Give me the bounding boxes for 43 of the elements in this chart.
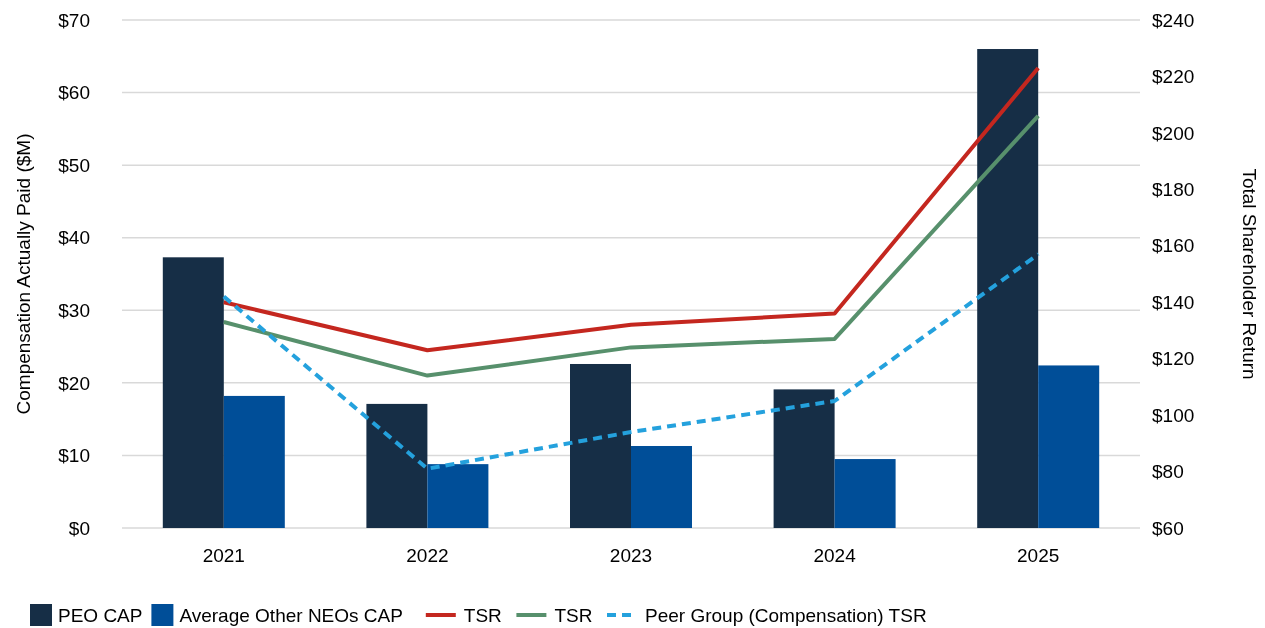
y-tick-label: $50 xyxy=(58,154,90,176)
legend-label: TSR xyxy=(463,605,502,626)
legend-label: Peer Group (Compensation) TSR xyxy=(645,605,927,626)
y-tick-label: $30 xyxy=(58,299,90,321)
y-tick-label: $40 xyxy=(58,227,90,249)
x-tick-label: 2021 xyxy=(202,545,245,566)
y-tick-label: $70 xyxy=(58,9,90,31)
x-tick-label: 2024 xyxy=(813,545,857,566)
y-tick-label: $0 xyxy=(68,517,90,539)
y2-tick-label: $160 xyxy=(1152,235,1195,257)
y2-axis-title: Total Shareholder Return xyxy=(1239,168,1260,380)
legend-label: TSR xyxy=(554,605,593,626)
x-tick-label: 2022 xyxy=(406,545,449,566)
y2-tick-label: $120 xyxy=(1152,348,1195,370)
y-tick-label: $60 xyxy=(58,82,90,104)
y2-tick-label: $100 xyxy=(1152,404,1195,426)
y-axis-title: Compensation Actually Paid ($M) xyxy=(13,133,34,415)
y2-tick-label: $180 xyxy=(1152,178,1195,200)
legend-label: PEO CAP xyxy=(58,605,143,626)
y2-tick-label: $200 xyxy=(1152,122,1195,144)
bar xyxy=(366,403,428,528)
line-series xyxy=(221,65,1041,353)
legend-label: Average Other NEOs CAP xyxy=(179,605,403,626)
line-series xyxy=(221,252,1041,471)
y2-tick-label: $140 xyxy=(1152,291,1195,313)
y2-tick-label: $240 xyxy=(1152,9,1195,31)
bar xyxy=(773,389,835,528)
bar xyxy=(223,395,285,528)
bar xyxy=(427,464,489,528)
bar xyxy=(977,49,1039,528)
x-tick-label: 2025 xyxy=(1017,545,1060,566)
bar xyxy=(631,445,692,528)
y-tick-label: $10 xyxy=(58,445,90,467)
y2-tick-label: $60 xyxy=(1152,517,1184,539)
x-tick-label: 2023 xyxy=(609,545,653,566)
y2-tick-label: $80 xyxy=(1152,461,1184,483)
bar xyxy=(570,363,631,528)
bar xyxy=(834,459,896,528)
y2-tick-label: $220 xyxy=(1152,66,1195,88)
line-series xyxy=(221,113,1041,378)
bar xyxy=(162,257,224,528)
y-tick-label: $20 xyxy=(58,372,90,394)
bar xyxy=(1038,365,1100,528)
